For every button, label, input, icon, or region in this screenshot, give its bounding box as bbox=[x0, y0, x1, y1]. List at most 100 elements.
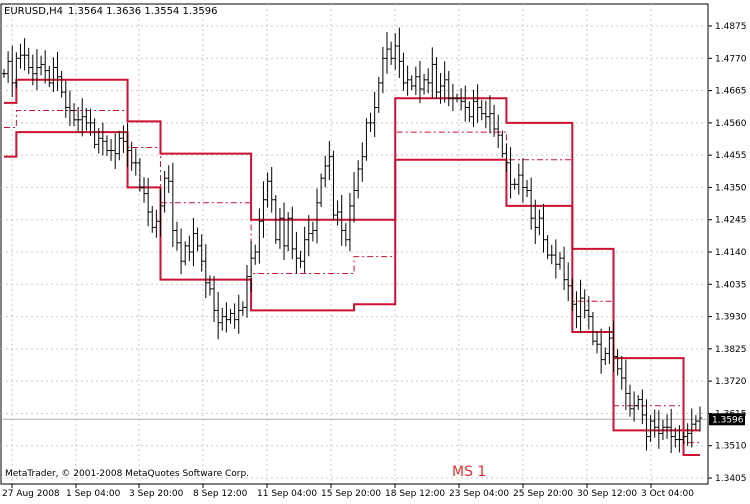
price-bar bbox=[426, 68, 431, 94]
price-bar bbox=[553, 239, 558, 279]
price-bar bbox=[570, 278, 575, 311]
indicator-label: MS 1 bbox=[452, 464, 486, 480]
price-bar bbox=[640, 389, 645, 425]
price-bar bbox=[339, 194, 344, 246]
price-bar bbox=[343, 223, 348, 247]
price-bar bbox=[607, 326, 612, 364]
price-bar bbox=[487, 95, 492, 134]
price-bar bbox=[253, 244, 258, 265]
price-bar bbox=[129, 141, 134, 171]
price-bar bbox=[121, 125, 126, 153]
price-bar bbox=[298, 250, 303, 268]
price-bar bbox=[277, 208, 282, 249]
price-bar bbox=[51, 57, 56, 93]
price-bar bbox=[125, 122, 130, 168]
price-bar bbox=[187, 235, 192, 262]
price-bar bbox=[63, 80, 68, 118]
price-bar bbox=[290, 206, 295, 260]
price-bar bbox=[100, 122, 105, 156]
price-bar bbox=[422, 73, 427, 95]
price-bar bbox=[212, 275, 217, 323]
price-bar bbox=[541, 203, 546, 253]
price-bar bbox=[652, 409, 657, 438]
price-bar bbox=[479, 100, 484, 121]
price-bar bbox=[88, 108, 93, 136]
price-bar bbox=[413, 66, 418, 96]
price-bar bbox=[150, 206, 155, 233]
price-bar bbox=[26, 47, 31, 75]
price-bar bbox=[599, 328, 604, 374]
time-tick-label: 30 Sep 12:00 bbox=[577, 489, 637, 499]
price-bar bbox=[319, 173, 324, 207]
price-bar bbox=[669, 408, 674, 454]
price-bar bbox=[660, 419, 665, 441]
price-bar bbox=[475, 84, 480, 123]
price-bar bbox=[582, 289, 587, 319]
price-bar bbox=[174, 221, 179, 251]
price-tick-label: 1.3930 bbox=[715, 313, 747, 323]
price-bar bbox=[574, 291, 579, 329]
price-tick-label: 1.4140 bbox=[715, 248, 747, 258]
price-bar bbox=[376, 76, 381, 113]
price-bar bbox=[179, 228, 184, 275]
price-bar bbox=[96, 128, 101, 154]
time-tick-label: 1 Sep 04:00 bbox=[66, 489, 121, 499]
price-tick-label: 1.3720 bbox=[715, 377, 747, 387]
time-tick-label: 23 Sep 04:00 bbox=[449, 489, 509, 499]
price-tick-label: 1.4560 bbox=[715, 119, 747, 129]
price-bar bbox=[516, 163, 521, 195]
price-bar bbox=[434, 57, 439, 99]
copyright-text: MetaTrader, © 2001-2008 MetaQuotes Softw… bbox=[5, 469, 249, 479]
price-bar bbox=[380, 46, 385, 94]
price-bar bbox=[492, 104, 497, 137]
price-bar bbox=[549, 244, 554, 265]
price-bar bbox=[677, 425, 682, 453]
price-bar bbox=[347, 192, 352, 252]
price-bar bbox=[323, 155, 328, 188]
price-bar bbox=[14, 52, 19, 89]
price-bar bbox=[327, 140, 332, 181]
price-bar bbox=[113, 133, 118, 169]
price-bar bbox=[385, 31, 390, 74]
price-bar bbox=[562, 246, 567, 291]
price-bar bbox=[76, 106, 81, 132]
price-bar bbox=[389, 41, 394, 65]
price-bar bbox=[537, 209, 542, 236]
price-bar bbox=[39, 55, 44, 76]
price-bar bbox=[360, 142, 365, 182]
grid bbox=[1, 4, 708, 484]
price-bar bbox=[228, 308, 233, 324]
price-bar bbox=[269, 166, 274, 213]
price-bar bbox=[401, 52, 406, 91]
price-tick-label: 1.4245 bbox=[715, 216, 747, 226]
price-bar bbox=[504, 143, 509, 172]
price-bar bbox=[286, 212, 291, 252]
price-bar bbox=[6, 51, 11, 83]
price-bar bbox=[409, 75, 414, 91]
price-bar bbox=[67, 90, 72, 126]
price-bar bbox=[681, 431, 686, 444]
price-bar bbox=[529, 177, 534, 230]
price-bar bbox=[619, 355, 624, 390]
price-bar bbox=[191, 217, 196, 267]
price-bar bbox=[545, 235, 550, 260]
price-bar bbox=[92, 118, 97, 149]
price-bar bbox=[302, 226, 307, 273]
price-bar bbox=[673, 427, 678, 448]
price-bar bbox=[578, 279, 583, 334]
price-bar bbox=[47, 65, 52, 88]
price-bar bbox=[648, 415, 653, 442]
price-bar bbox=[471, 89, 476, 128]
price-bar bbox=[59, 70, 64, 98]
price-bar bbox=[368, 112, 373, 132]
price-bar bbox=[623, 359, 628, 411]
price-bar bbox=[450, 83, 455, 112]
time-tick-label: 3 Sep 20:00 bbox=[129, 489, 184, 499]
time-axis: 27 Aug 2008 1 Sep 04:00 3 Sep 20:00 8 Sep 1… bbox=[2, 484, 694, 499]
price-bar bbox=[146, 177, 151, 227]
price-bar bbox=[331, 150, 336, 221]
price-axis: 1.4875 1.4770 1.4665 1.4560 1.4455 1.4350 1.42… bbox=[708, 22, 747, 484]
price-bar bbox=[496, 114, 501, 149]
price-bar bbox=[393, 33, 398, 70]
